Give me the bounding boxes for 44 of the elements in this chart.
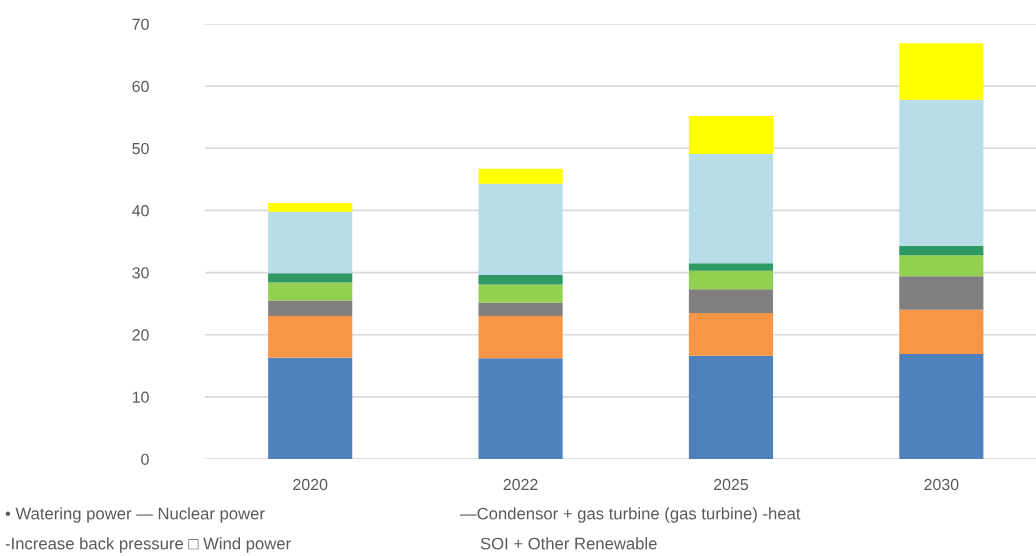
bar [268, 357, 353, 459]
bar [899, 99, 984, 246]
x-tick-label: 2020 [293, 478, 328, 491]
x-tick-label: 2022 [503, 478, 538, 491]
bar [899, 255, 984, 277]
bar [268, 211, 353, 274]
bar [899, 309, 984, 354]
text: • Watering power — Nuclear power [5, 507, 265, 523]
bar [688, 263, 774, 271]
bar [268, 316, 353, 358]
y-tick-label: 40 [132, 205, 149, 217]
bar [688, 355, 774, 459]
bar [688, 153, 774, 264]
x-tick-label: 2025 [713, 478, 749, 491]
bar [268, 273, 353, 283]
bar [478, 302, 563, 317]
text: —Condensor + gas turbine (gas turbine) -heat [460, 507, 801, 523]
y-tick-label: 20 [132, 329, 149, 341]
bar [688, 312, 774, 356]
text: -Increase back pressure □ Wind power [5, 537, 291, 553]
y-tick-label: 30 [132, 267, 149, 279]
bar [688, 115, 774, 154]
bar [478, 316, 563, 359]
bar [478, 168, 563, 184]
y-tick-label: 70 [132, 18, 149, 30]
bar [478, 275, 563, 285]
bar [899, 353, 984, 459]
bar [268, 282, 353, 301]
bar [478, 358, 563, 459]
bar [688, 270, 774, 290]
y-tick-label: 10 [132, 391, 149, 403]
bar [899, 276, 984, 310]
bar [268, 300, 353, 317]
bar [899, 245, 984, 256]
bar [899, 43, 984, 100]
y-tick-label: 50 [132, 142, 149, 155]
bar [688, 289, 774, 313]
x-tick-label: 2030 [924, 478, 959, 491]
y-tick-label: 0 [141, 453, 149, 465]
bar [268, 202, 353, 212]
bar [478, 183, 563, 276]
y-tick-label: 60 [132, 80, 149, 93]
text: SOI + Other Renewable [480, 537, 657, 550]
bar [478, 284, 563, 303]
